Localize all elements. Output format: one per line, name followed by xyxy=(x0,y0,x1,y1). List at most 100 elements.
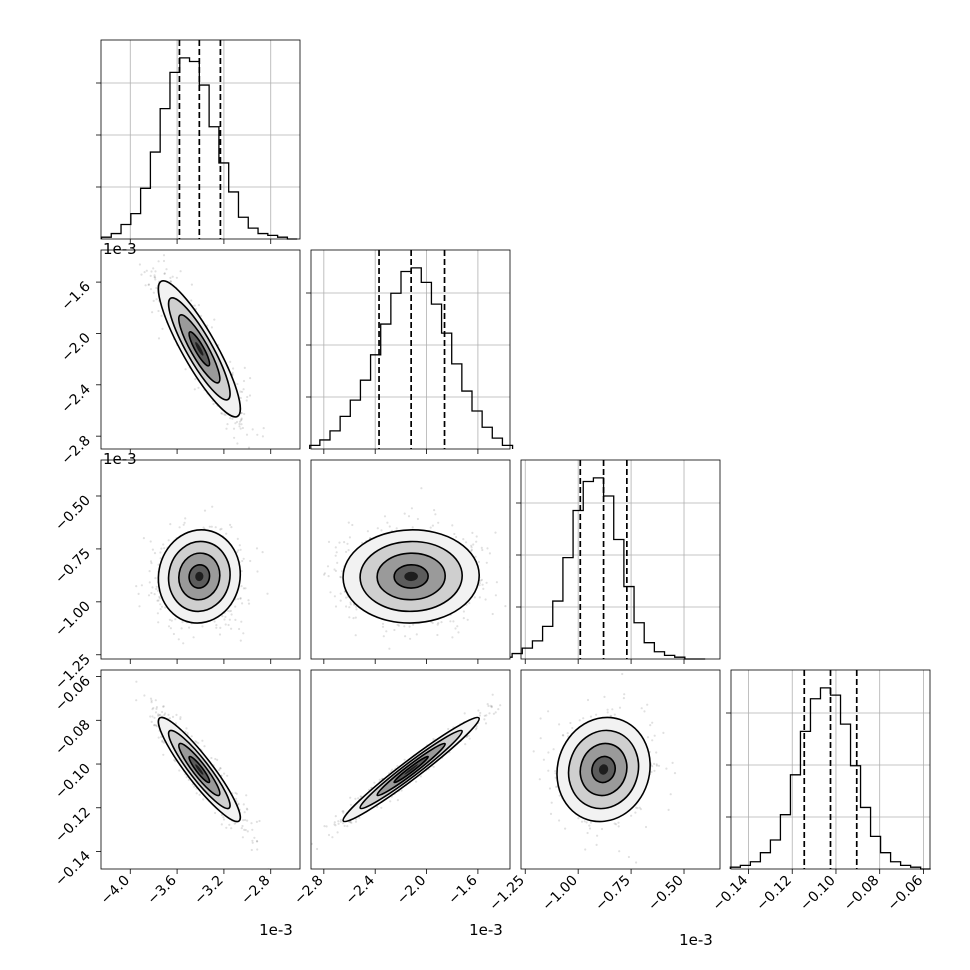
scatter-point xyxy=(169,276,172,279)
scatter-point xyxy=(473,596,476,599)
scatter-point xyxy=(341,810,344,813)
scatter-point xyxy=(242,819,245,822)
scatter-point xyxy=(346,542,349,545)
scatter-point xyxy=(197,386,200,389)
scatter-point xyxy=(219,528,222,531)
scatter-point xyxy=(432,765,435,769)
scatter-point xyxy=(482,587,485,591)
scatter-point xyxy=(339,818,342,821)
scatter-point xyxy=(393,628,396,632)
scatter-point xyxy=(158,714,161,717)
scatter-point xyxy=(169,280,173,283)
scatter-point xyxy=(327,540,331,544)
scatter-point xyxy=(234,618,237,622)
scatter-point xyxy=(230,526,233,529)
scatter-point xyxy=(238,420,241,423)
scatter-panel-1-3 xyxy=(310,669,511,870)
scatter-panel-frame xyxy=(310,669,511,870)
scatter-point xyxy=(161,710,164,714)
scatter-point xyxy=(376,527,379,530)
scatter-point xyxy=(547,751,550,754)
scatter-point xyxy=(210,326,213,329)
scatter-panel-0-1 xyxy=(100,249,301,450)
scatter-point xyxy=(494,711,497,714)
scatter-point xyxy=(236,382,239,386)
scatter-point xyxy=(229,417,232,420)
scatter-point xyxy=(179,717,182,721)
scatter-point xyxy=(163,272,166,275)
scatter-point xyxy=(184,368,187,371)
scatter-point xyxy=(237,549,240,552)
scatter-point xyxy=(241,602,244,605)
hist-panel-bg-2 xyxy=(521,460,720,659)
scatter-point xyxy=(229,523,232,527)
scatter-point xyxy=(333,568,336,571)
scatter-point xyxy=(396,623,399,626)
scatter-point xyxy=(223,413,226,416)
scatter-point xyxy=(488,552,491,555)
scatter-panel-content xyxy=(138,254,265,449)
scatter-point xyxy=(240,417,243,420)
scatter-point xyxy=(490,706,493,709)
scatter-point xyxy=(177,638,180,641)
scatter-point xyxy=(224,413,227,417)
scatter-point xyxy=(183,521,186,524)
scatter-point xyxy=(389,800,392,803)
scatter-point xyxy=(673,772,677,775)
scatter-point xyxy=(193,304,196,307)
scatter-point xyxy=(455,535,458,539)
scatter-point xyxy=(243,811,246,814)
scatter-point xyxy=(239,548,242,551)
scatter-point xyxy=(160,314,163,317)
scatter-point xyxy=(492,712,495,715)
scatter-point xyxy=(210,756,213,760)
scatter-point xyxy=(366,530,369,533)
scatter-point xyxy=(347,549,350,552)
hist-panel-frame-0 xyxy=(100,39,301,240)
hist-panel-0 xyxy=(96,39,301,240)
scatter-point xyxy=(244,828,247,832)
scatter-point xyxy=(240,411,243,415)
scatter-point xyxy=(466,618,469,621)
scatter-point xyxy=(256,433,259,436)
scatter-point xyxy=(220,813,223,817)
scatter-point xyxy=(150,720,153,724)
scatter-point xyxy=(154,711,158,714)
scatter-point xyxy=(241,559,244,563)
scatter-point xyxy=(243,828,246,832)
scatter-point xyxy=(154,699,157,702)
scatter-point xyxy=(358,816,361,819)
scatter-point xyxy=(245,433,249,436)
scatter-point xyxy=(454,627,457,630)
scatter-point xyxy=(504,605,507,608)
scatter-point xyxy=(403,758,406,761)
scatter-point xyxy=(231,371,234,374)
scatter-point xyxy=(180,627,183,630)
scatter-point xyxy=(159,557,162,560)
scatter-point xyxy=(671,761,674,765)
scatter-point xyxy=(334,824,337,827)
scatter-point xyxy=(153,593,156,596)
scatter-point xyxy=(143,271,146,274)
scatter-point xyxy=(220,823,223,826)
scatter-point xyxy=(222,818,226,821)
scatter-point xyxy=(138,605,141,608)
scatter-point xyxy=(470,549,473,553)
scatter-point xyxy=(178,526,181,529)
scatter-point xyxy=(202,798,205,801)
scatter-point xyxy=(497,708,500,711)
scatter-point xyxy=(334,815,337,818)
scatter-point xyxy=(431,524,434,527)
scatter-point xyxy=(395,527,398,530)
scatter-point xyxy=(233,822,236,825)
scatter-point xyxy=(483,718,486,721)
scatter-point xyxy=(144,284,147,287)
scatter-point xyxy=(242,388,245,391)
scatter-point xyxy=(219,626,222,630)
scatter-point xyxy=(347,521,350,524)
scatter-point xyxy=(650,770,653,774)
scatter-point xyxy=(185,776,188,779)
scatter-point xyxy=(155,706,158,709)
scatter-point xyxy=(595,713,598,716)
